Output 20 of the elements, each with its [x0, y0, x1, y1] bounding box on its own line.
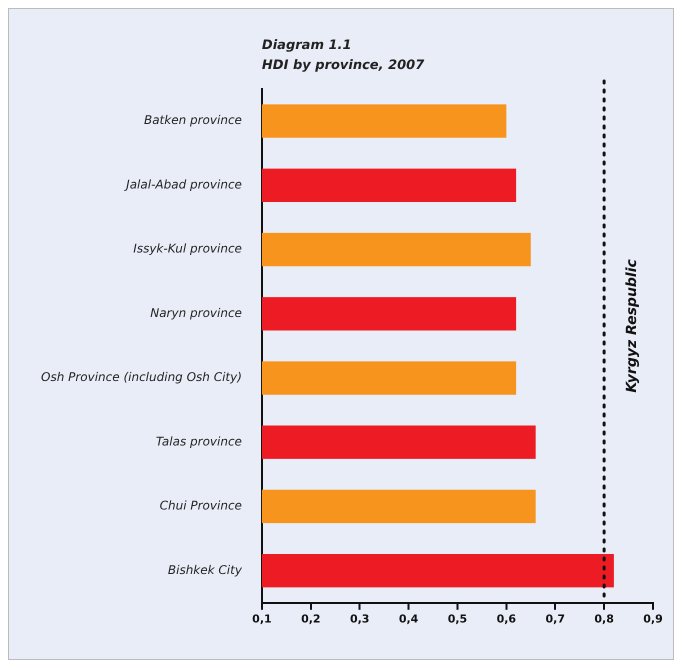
y-tick-label: Jalal-Abad province: [124, 177, 242, 192]
chart-subtitle: HDI by province, 2007: [262, 58, 426, 73]
x-tick-label: 0,8: [594, 612, 614, 626]
x-tick-label: 0,2: [301, 612, 321, 626]
ref-line-label: Kyrgyz Respublic: [624, 258, 640, 393]
x-tick-label: 0,3: [350, 612, 370, 626]
chart-title: Diagram 1.1: [262, 38, 352, 53]
x-tick-label: 0,7: [545, 612, 565, 626]
x-tick-label: 0,6: [496, 612, 516, 626]
y-tick-label: Batken province: [144, 113, 242, 128]
x-tick-label: 0,5: [448, 612, 468, 626]
y-tick-label: Naryn province: [150, 306, 242, 320]
y-tick-label: Talas province: [156, 434, 242, 448]
y-tick-label: Osh Province (including Osh City): [40, 370, 242, 384]
x-tick-label: 0,9: [643, 612, 663, 626]
y-tick-label: Chui Province: [160, 498, 242, 513]
y-tick-label: Issyk-Kul province: [133, 242, 242, 256]
x-tick-label: 0,4: [398, 612, 419, 626]
x-tick-label: 0,1: [252, 612, 272, 626]
y-tick-label: Bishkek City: [168, 562, 243, 577]
